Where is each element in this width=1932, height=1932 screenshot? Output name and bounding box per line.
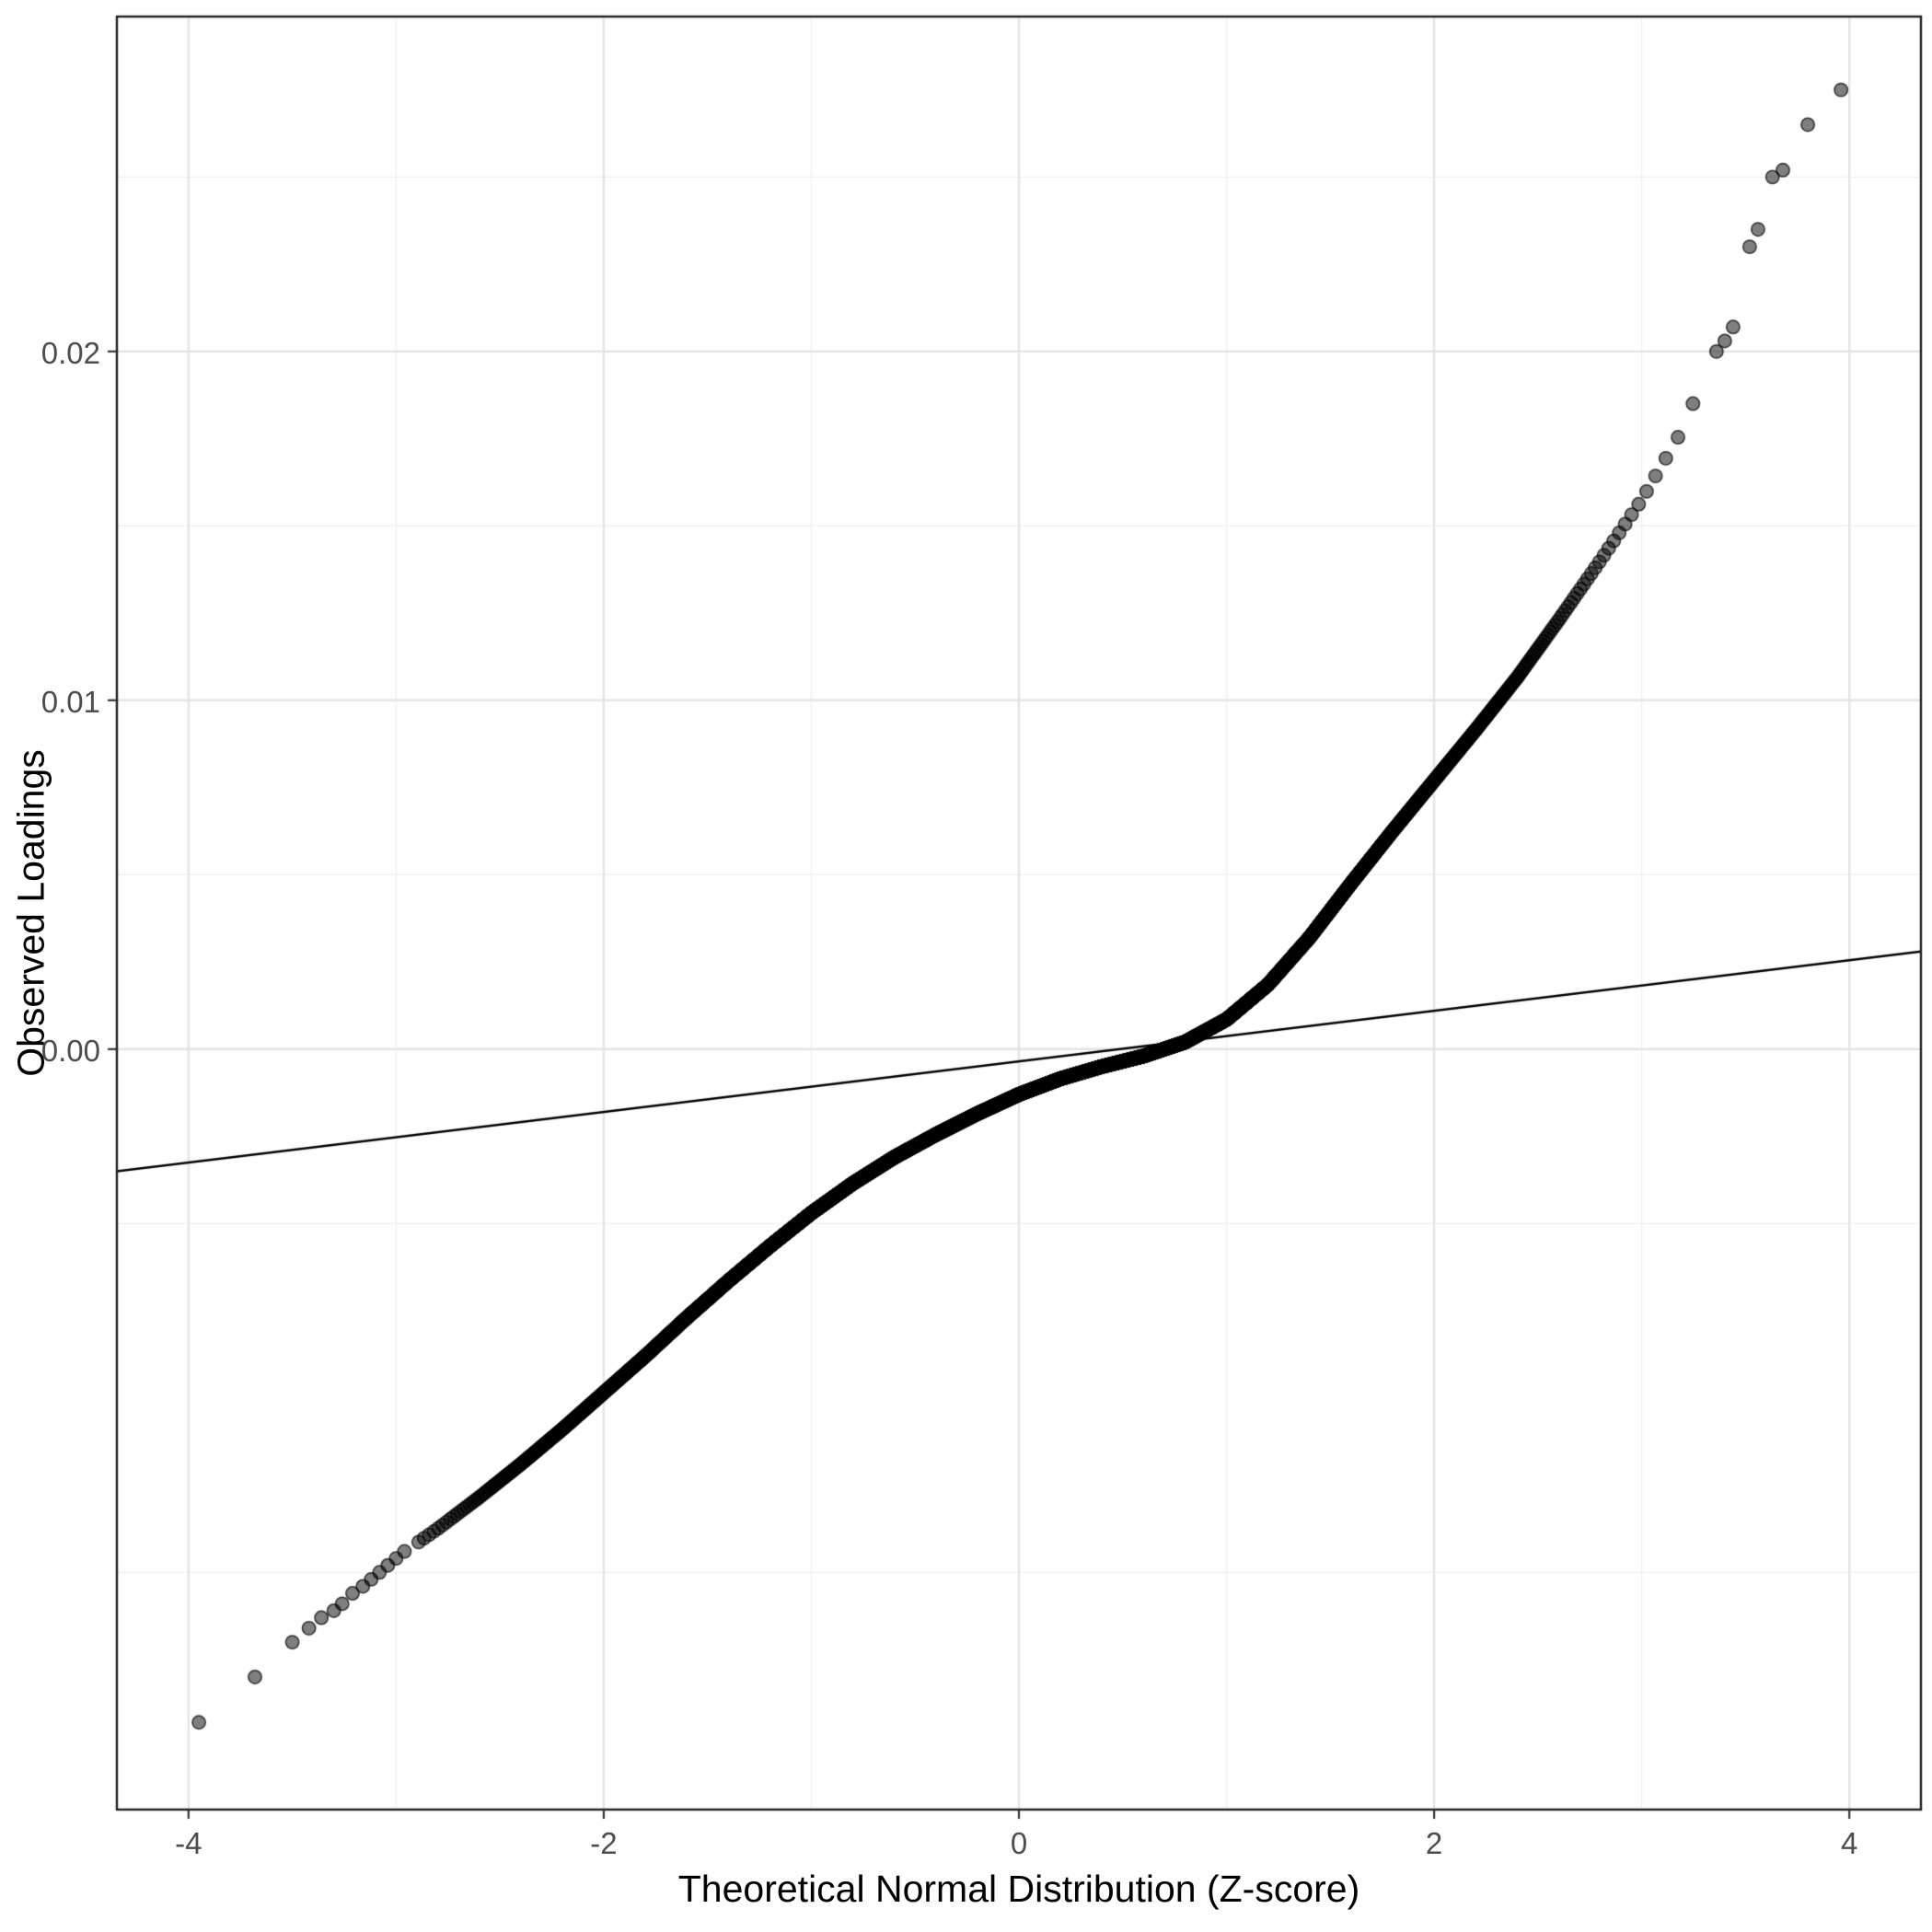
x-tick-label--2: -2: [590, 1826, 618, 1860]
x-tick-label-2: 2: [1425, 1826, 1443, 1860]
y-tick-label-0.01: 0.01: [40, 684, 100, 719]
x-tick-label-0: 0: [1010, 1826, 1028, 1860]
y-tick-label-0.00: 0.00: [40, 1033, 100, 1068]
y-tick-label-0.02: 0.02: [40, 335, 100, 370]
x-axis-title: Theoretical Normal Distribution (Z-score…: [677, 1868, 1360, 1910]
x-tick-label-4: 4: [1840, 1826, 1858, 1860]
x-tick-label--4: -4: [175, 1826, 202, 1860]
y-axis-title: Observed Loadings: [9, 749, 52, 1077]
